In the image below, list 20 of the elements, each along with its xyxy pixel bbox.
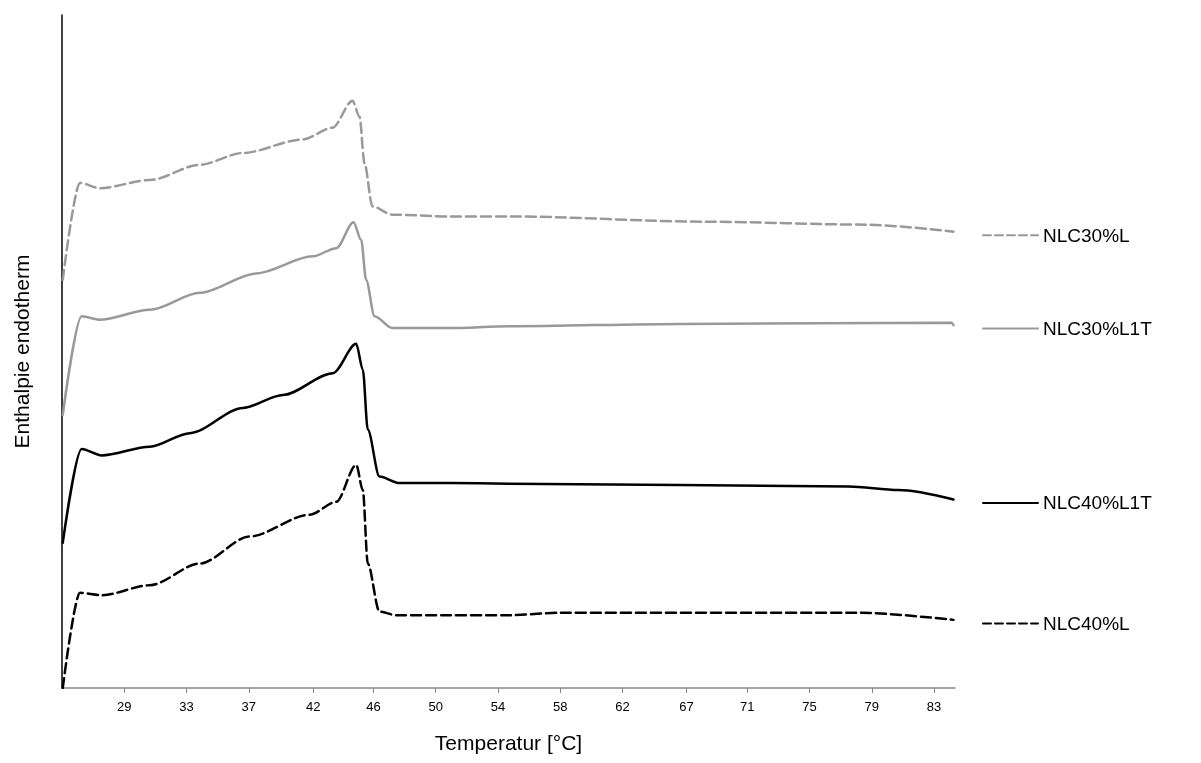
x-tick-label: 71 bbox=[739, 699, 755, 714]
x-axis-title: Temperatur [°C] bbox=[434, 731, 583, 754]
x-tick-label: 29 bbox=[117, 699, 132, 714]
x-tick-label: 50 bbox=[428, 699, 443, 714]
x-tick-label: 58 bbox=[553, 699, 568, 714]
x-tick-label: 75 bbox=[802, 699, 817, 714]
legend-label: NLC30%L bbox=[1043, 224, 1130, 246]
x-tick-label: 46 bbox=[366, 699, 381, 714]
x-tick-label: 37 bbox=[241, 699, 257, 714]
y-axis-title: Enthalpie endotherm bbox=[10, 254, 33, 449]
x-tick-label: 33 bbox=[179, 699, 194, 714]
x-tick-label: 62 bbox=[615, 699, 630, 714]
legend-label: NLC40%L bbox=[1043, 612, 1130, 634]
x-tick-label: 79 bbox=[864, 699, 880, 714]
x-tick-label: 83 bbox=[926, 699, 942, 714]
legend-label: NLC40%L1T bbox=[1043, 492, 1153, 514]
x-tick-label: 54 bbox=[490, 699, 506, 714]
legend-label: NLC30%L1T bbox=[1043, 318, 1153, 340]
x-tick-label: 42 bbox=[305, 699, 321, 714]
x-tick-label: 67 bbox=[679, 699, 694, 714]
